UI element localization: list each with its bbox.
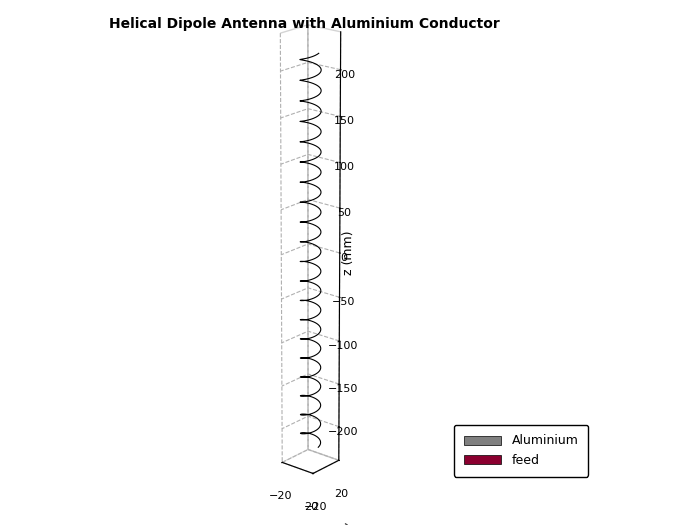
Y-axis label: y (mm): y (mm) bbox=[308, 522, 354, 525]
Legend: Aluminium, feed: Aluminium, feed bbox=[454, 425, 588, 477]
Title: Helical Dipole Antenna with Aluminium Conductor: Helical Dipole Antenna with Aluminium Co… bbox=[109, 17, 500, 31]
